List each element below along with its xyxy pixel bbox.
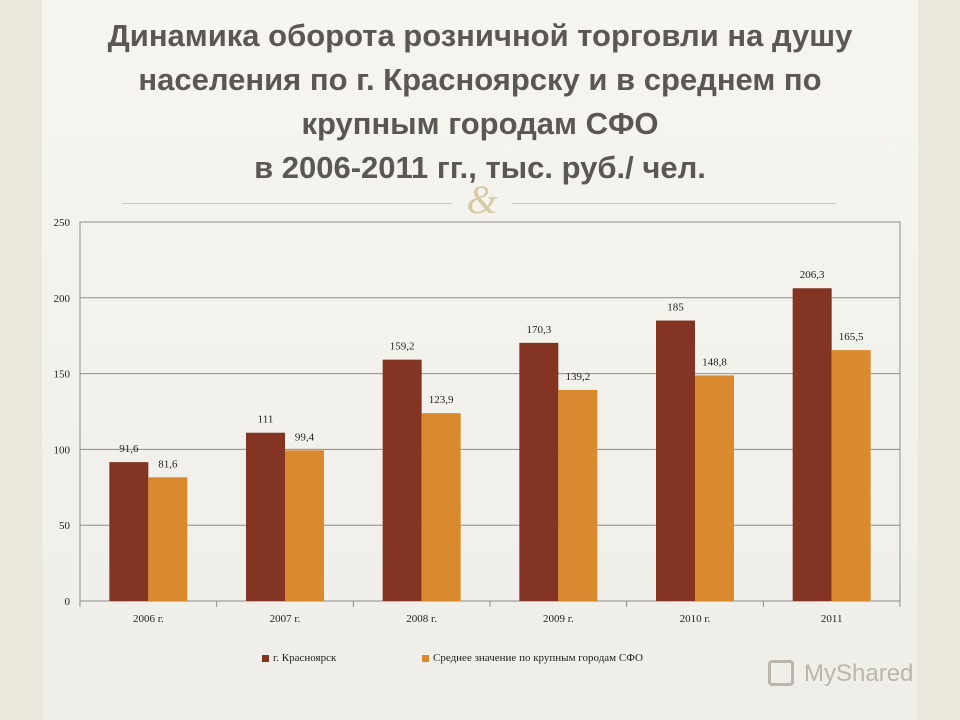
bar-krasnoyarsk	[246, 432, 285, 601]
data-label-sfo-average: 99,4	[295, 431, 315, 443]
myshared-logo-icon	[768, 660, 794, 686]
y-tick-label: 0	[65, 596, 71, 608]
legend-label-krasnoyarsk: г. Красноярск	[273, 652, 337, 664]
x-tick-label: 2008 г.	[406, 613, 437, 625]
data-label-sfo-average: 123,9	[429, 394, 454, 406]
title-divider-right	[512, 203, 836, 204]
title-divider-left	[122, 203, 452, 204]
bar-sfo-average	[148, 477, 188, 601]
data-label-sfo-average: 139,2	[565, 371, 590, 383]
watermark-text: MyShared	[804, 660, 914, 687]
decorative-ampersand-icon: &	[466, 177, 498, 222]
bar-sfo-average	[831, 350, 871, 601]
chart-legend: г. Красноярск Среднее значение по крупны…	[0, 652, 960, 666]
legend-item-sfo-average: Среднее значение по крупным городам СФО	[422, 652, 643, 664]
y-tick-label: 100	[54, 444, 71, 456]
bar-krasnoyarsk	[792, 288, 832, 601]
data-label-sfo-average: 148,8	[702, 356, 727, 368]
watermark: MyShared	[768, 658, 938, 692]
data-label-krasnoyarsk: 91,6	[119, 443, 139, 455]
title-line-3: крупным городам СФО	[301, 106, 659, 141]
data-label-krasnoyarsk: 185	[667, 302, 684, 314]
title-line-1: Динамика оборота розничной торговли на д…	[107, 18, 853, 53]
bar-sfo-average	[695, 375, 734, 601]
x-tick-label: 2007 г.	[270, 613, 301, 625]
y-tick-label: 150	[54, 369, 71, 381]
y-tick-label: 50	[59, 520, 71, 532]
data-label-sfo-average: 81,6	[158, 458, 178, 470]
bar-krasnoyarsk	[382, 359, 422, 601]
page-title: Динамика оборота розничной торговли на д…	[0, 14, 960, 190]
legend-item-krasnoyarsk: г. Красноярск	[262, 652, 336, 664]
slide-background	[42, 0, 918, 720]
x-tick-label: 2010 г.	[680, 613, 711, 625]
data-label-sfo-average: 165,5	[839, 331, 864, 343]
x-tick-label: 2011	[821, 613, 843, 625]
legend-swatch-krasnoyarsk	[262, 654, 269, 662]
title-line-2: населения по г. Красноярску и в среднем …	[138, 62, 822, 97]
x-tick-label: 2009 г.	[543, 613, 574, 625]
data-label-krasnoyarsk: 159,2	[390, 341, 415, 353]
y-tick-label: 200	[54, 293, 71, 305]
legend-swatch-sfo-average	[422, 654, 429, 662]
bar-sfo-average	[558, 389, 598, 601]
bar-sfo-average	[285, 450, 324, 601]
data-label-krasnoyarsk: 206,3	[800, 269, 825, 281]
bar-krasnoyarsk	[109, 462, 149, 601]
y-tick-label: 250	[54, 217, 71, 229]
x-tick-label: 2006 г.	[133, 613, 164, 625]
bar-sfo-average	[421, 413, 461, 601]
title-line-4: в 2006-2011 гг., тыс. руб./ чел.	[254, 150, 706, 185]
plot-area-border	[79, 221, 901, 602]
data-label-krasnoyarsk: 170,3	[526, 324, 551, 336]
bar-krasnoyarsk	[656, 320, 695, 601]
legend-label-sfo-average: Среднее значение по крупным городам СФО	[433, 652, 643, 664]
data-label-krasnoyarsk: 111	[258, 414, 274, 426]
bar-krasnoyarsk	[519, 342, 559, 601]
